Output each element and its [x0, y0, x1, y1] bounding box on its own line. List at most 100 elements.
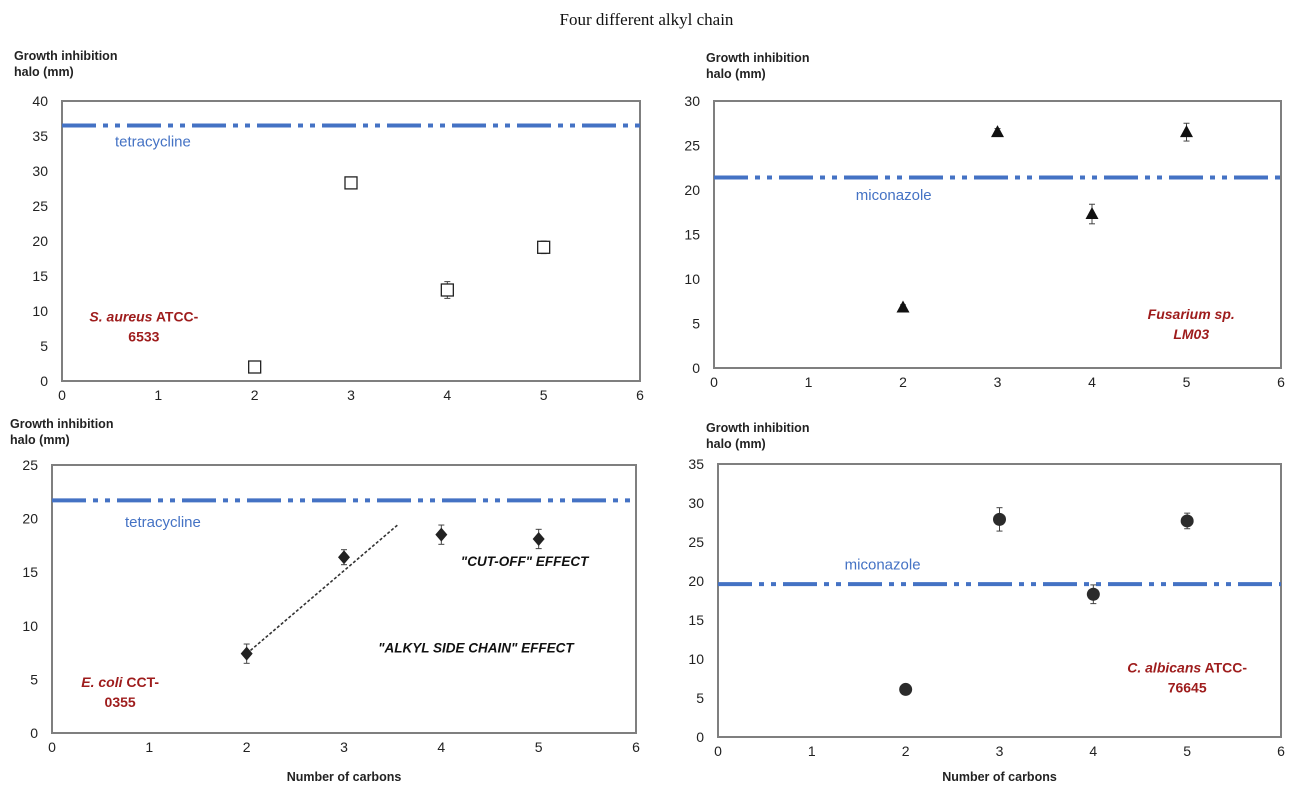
- x-tick-label: 6: [636, 387, 644, 403]
- y-tick-label: 20: [688, 573, 704, 589]
- x-axis-label: Number of carbons: [942, 770, 1057, 784]
- y-axis-label: halo (mm): [14, 65, 74, 79]
- organism-label: C. albicans ATCC-: [1127, 659, 1247, 675]
- x-tick-label: 4: [1089, 743, 1097, 759]
- data-point: [1086, 587, 1100, 601]
- x-tick-label: 0: [58, 387, 66, 403]
- x-tick-label: 3: [347, 387, 355, 403]
- organism-label: S. aureus ATCC-: [89, 309, 198, 325]
- data-point: [537, 240, 551, 254]
- y-tick-label: 20: [22, 511, 38, 527]
- x-tick-label: 2: [243, 739, 251, 755]
- y-tick-label: 30: [32, 163, 48, 179]
- y-tick-label: 25: [684, 138, 700, 154]
- y-tick-label: 5: [30, 671, 38, 687]
- y-axis-label: halo (mm): [706, 67, 766, 81]
- y-tick-label: 0: [692, 360, 700, 376]
- reference-line-label: miconazole: [856, 187, 932, 204]
- data-point: [1085, 207, 1099, 220]
- organism-label: 0355: [105, 694, 136, 710]
- y-tick-label: 35: [688, 456, 704, 472]
- data-point: [240, 646, 253, 661]
- effect-annotation: "ALKYL SIDE CHAIN" EFFECT: [378, 641, 575, 656]
- y-tick-label: 15: [22, 564, 38, 580]
- y-tick-label: 0: [696, 729, 704, 745]
- x-tick-label: 1: [145, 739, 153, 755]
- x-tick-label: 1: [154, 387, 162, 403]
- data-point: [991, 125, 1004, 138]
- data-point: [344, 176, 358, 190]
- y-axis-label: Growth inhibition: [14, 49, 117, 63]
- y-tick-label: 20: [684, 182, 700, 198]
- y-tick-label: 35: [32, 128, 48, 144]
- x-tick-label: 4: [437, 739, 445, 755]
- y-axis-label: halo (mm): [10, 433, 70, 447]
- x-tick-label: 1: [808, 743, 816, 759]
- data-point: [440, 283, 454, 297]
- organism-label: E. coli CCT-: [81, 674, 159, 690]
- y-tick-label: 30: [684, 93, 700, 109]
- trendline: [246, 524, 399, 655]
- data-point: [899, 682, 913, 696]
- x-tick-label: 3: [996, 743, 1004, 759]
- data-point: [532, 531, 545, 546]
- x-tick-label: 4: [443, 387, 451, 403]
- x-axis-label: Number of carbons: [287, 770, 402, 784]
- plot-frame: [51, 464, 637, 734]
- y-tick-label: 20: [32, 233, 48, 249]
- figure-title: Four different alkyl chain: [559, 10, 734, 29]
- organism-label: Fusarium sp.: [1148, 306, 1235, 322]
- y-tick-label: 15: [684, 227, 700, 243]
- x-tick-label: 2: [899, 374, 907, 390]
- data-point: [993, 512, 1006, 526]
- panel-e-coli: Growth inhibition halo (mm) 0 5 10 15 20 25 0 1 2 3…: [10, 417, 640, 784]
- data-point: [248, 360, 262, 374]
- plot-frame: [713, 100, 1282, 369]
- x-tick-label: 5: [540, 387, 548, 403]
- data-point: [896, 300, 910, 313]
- y-tick-label: 25: [32, 198, 48, 214]
- x-tick-label: 0: [710, 374, 718, 390]
- reference-line-label: miconazole: [845, 556, 921, 573]
- x-tick-label: 1: [805, 374, 813, 390]
- data-point: [1180, 514, 1194, 528]
- y-tick-label: 10: [32, 303, 48, 319]
- reference-line-label: tetracycline: [115, 134, 191, 151]
- y-tick-label: 5: [696, 690, 704, 706]
- y-tick-label: 25: [688, 534, 704, 550]
- data-point: [338, 550, 350, 565]
- y-tick-label: 0: [30, 725, 38, 741]
- x-tick-label: 3: [340, 739, 348, 755]
- y-tick-label: 30: [688, 495, 704, 511]
- y-tick-label: 5: [40, 338, 48, 354]
- x-tick-label: 4: [1088, 374, 1096, 390]
- organism-label: 76645: [1168, 679, 1207, 695]
- data-point: [435, 527, 448, 542]
- y-tick-label: 15: [688, 612, 704, 628]
- y-tick-label: 5: [692, 316, 700, 332]
- y-tick-label: 15: [32, 268, 48, 284]
- y-tick-label: 10: [22, 618, 38, 634]
- plot-frame: [61, 100, 641, 382]
- x-tick-label: 0: [714, 743, 722, 759]
- y-tick-label: 0: [40, 373, 48, 389]
- y-axis-label: halo (mm): [706, 437, 766, 451]
- organism-label: 6533: [128, 329, 159, 345]
- x-tick-label: 6: [632, 739, 640, 755]
- y-tick-label: 40: [32, 93, 48, 109]
- y-axis-label: Growth inhibition: [706, 51, 809, 65]
- x-tick-label: 6: [1277, 743, 1285, 759]
- organism-label: LM03: [1173, 326, 1209, 342]
- plot-frame: [717, 463, 1282, 738]
- data-point: [1180, 125, 1193, 138]
- x-tick-label: 0: [48, 739, 56, 755]
- y-tick-label: 10: [688, 651, 704, 667]
- y-tick-label: 10: [684, 271, 700, 287]
- x-tick-label: 2: [902, 743, 910, 759]
- x-tick-label: 5: [1183, 743, 1191, 759]
- x-tick-label: 5: [535, 739, 543, 755]
- y-axis-label: Growth inhibition: [706, 421, 809, 435]
